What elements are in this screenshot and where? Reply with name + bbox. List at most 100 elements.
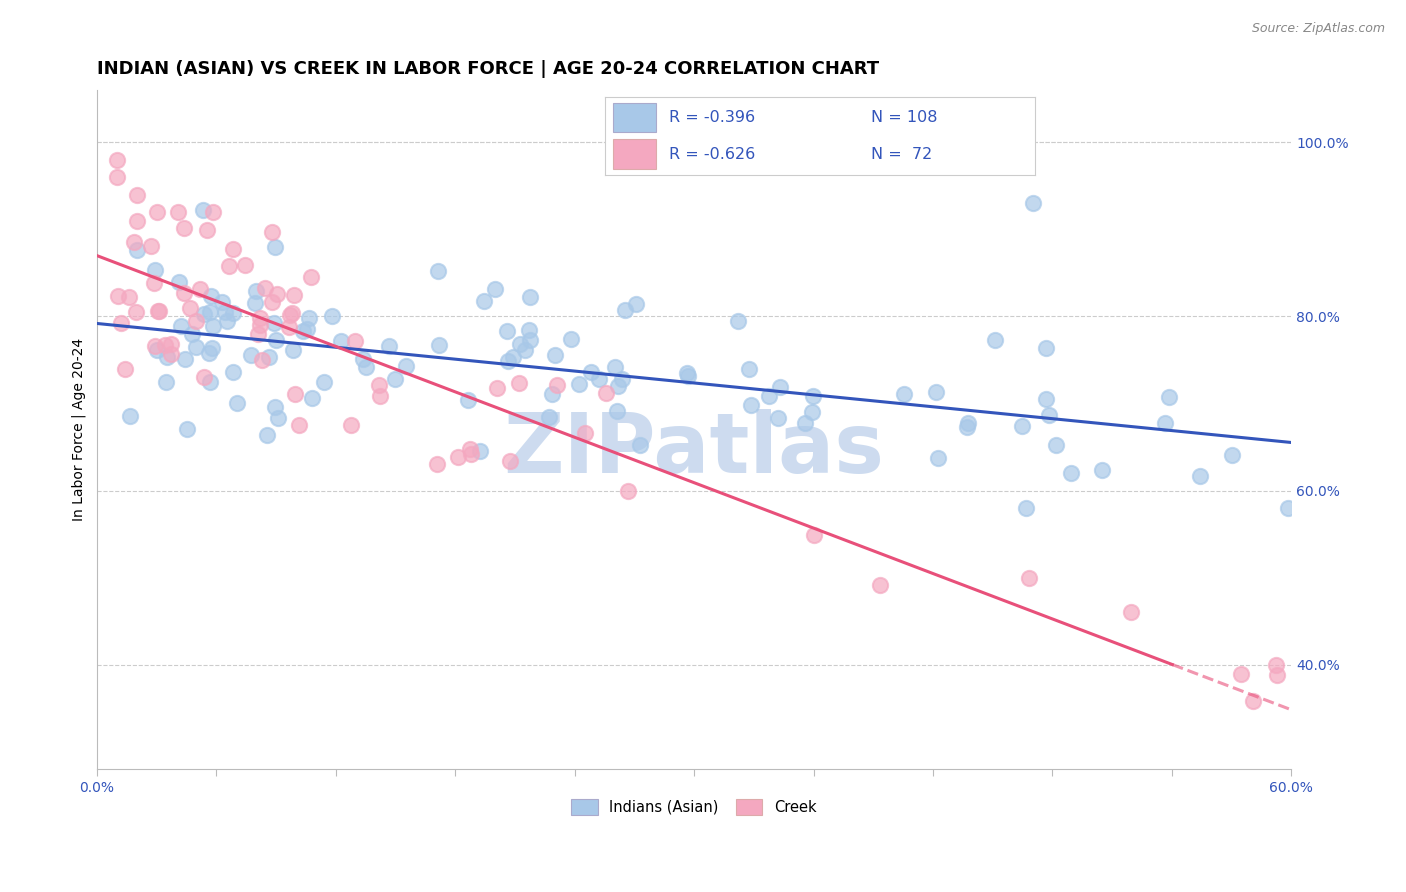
Point (233, 258, 256, 272)
Point (222, 306, 245, 320)
Point (758, 389, 780, 403)
Point (253, 280, 276, 294)
Point (1188, 469, 1211, 483)
Point (278, 309, 301, 323)
Point (606, 403, 628, 417)
Point (202, 205, 225, 219)
Point (869, 578, 891, 592)
Point (801, 405, 824, 419)
Point (801, 389, 824, 403)
Point (1121, 605, 1143, 619)
Point (298, 310, 321, 325)
Point (499, 453, 522, 467)
Point (927, 450, 949, 465)
Point (176, 422, 198, 436)
Point (1265, 668, 1288, 682)
Point (546, 377, 568, 392)
Point (321, 309, 343, 323)
Point (628, 438, 651, 452)
Point (264, 400, 287, 414)
Point (395, 359, 418, 373)
Point (1343, 766, 1365, 780)
Point (368, 389, 391, 403)
Point (267, 411, 290, 425)
Point (983, 333, 1005, 347)
Point (519, 323, 541, 337)
Point (1220, 448, 1243, 462)
Point (281, 343, 304, 357)
Text: INDIAN (ASIAN) VS CREEK IN LABOR FORCE | AGE 20-24 CORRELATION CHART: INDIAN (ASIAN) VS CREEK IN LABOR FORCE |… (97, 60, 879, 78)
Point (1018, 571, 1040, 585)
Point (174, 352, 197, 367)
Point (169, 276, 191, 290)
Point (198, 346, 221, 360)
Point (1154, 416, 1177, 430)
Point (354, 360, 377, 375)
Point (107, 289, 129, 303)
Point (344, 334, 367, 348)
Point (614, 303, 637, 318)
Legend: Indians (Asian), Creek: Indians (Asian), Creek (564, 791, 824, 822)
Point (200, 289, 222, 303)
Point (266, 333, 288, 347)
Point (179, 301, 201, 315)
Point (519, 333, 541, 347)
Point (1159, 390, 1181, 404)
Point (143, 262, 166, 277)
Point (148, 304, 170, 318)
Point (803, 528, 825, 542)
Point (957, 417, 980, 431)
Point (278, 320, 301, 334)
Point (1021, 196, 1043, 211)
Point (283, 288, 305, 302)
Point (738, 362, 761, 376)
Point (1011, 419, 1033, 434)
Point (1035, 341, 1057, 355)
Point (513, 343, 536, 358)
Point (173, 285, 195, 300)
Point (1035, 392, 1057, 407)
Point (340, 417, 363, 432)
Point (222, 365, 245, 379)
Point (226, 395, 249, 409)
Point (675, 366, 697, 380)
Point (540, 387, 562, 401)
Point (247, 326, 270, 341)
Point (496, 353, 519, 368)
Point (143, 339, 166, 353)
Point (624, 297, 647, 311)
Point (378, 339, 401, 353)
Point (153, 338, 176, 352)
Point (218, 259, 240, 273)
Point (574, 426, 596, 441)
Point (193, 307, 215, 321)
Point (468, 444, 491, 458)
Point (201, 341, 224, 355)
Point (588, 372, 610, 386)
Point (312, 376, 335, 390)
Point (330, 334, 353, 349)
Point (105, 170, 128, 185)
Point (180, 327, 202, 342)
Point (145, 343, 167, 357)
Point (193, 370, 215, 384)
Point (579, 365, 602, 379)
Point (426, 264, 449, 278)
Point (148, 304, 170, 318)
Point (198, 376, 221, 390)
Point (1241, 694, 1264, 708)
Point (211, 294, 233, 309)
Point (1326, 684, 1348, 698)
Point (159, 336, 181, 351)
Point (768, 380, 790, 394)
Point (184, 339, 207, 353)
Point (124, 305, 146, 319)
Point (458, 442, 481, 456)
Point (457, 392, 479, 407)
Point (114, 362, 136, 376)
Point (288, 417, 311, 432)
Point (617, 484, 640, 499)
Point (243, 296, 266, 310)
Point (568, 377, 591, 392)
Point (249, 310, 271, 325)
